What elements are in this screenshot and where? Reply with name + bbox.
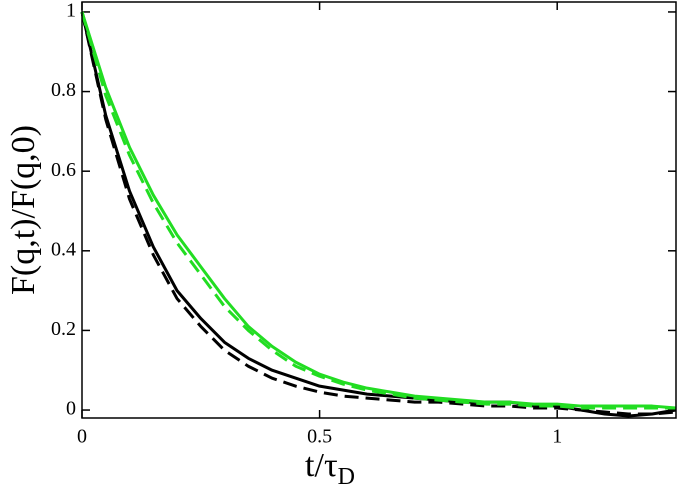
y-tick-label: 0.6 (51, 159, 76, 181)
series-line (80, 11, 677, 418)
y-tick-label: 0.8 (51, 79, 76, 101)
x-tick-label: 0.5 (307, 426, 332, 448)
y-tick-label: 1 (66, 0, 76, 22)
series-line (80, 11, 677, 416)
y-tick-label: 0.2 (51, 318, 76, 340)
x-axis-label-main: t/τ (305, 447, 338, 484)
x-axis-label: t/τD (305, 447, 355, 490)
y-tick-label: 0.4 (51, 238, 76, 260)
series-line (80, 11, 676, 410)
x-tick-label: 1 (552, 426, 562, 448)
plot-frame (81, 1, 677, 419)
series-line (80, 11, 677, 410)
x-axis-label-sub: D (338, 464, 355, 490)
y-axis-label: F(q,t)/F(q,0) (5, 125, 42, 295)
x-tick-label: 0 (77, 426, 87, 448)
y-tick-label: 0 (66, 398, 76, 420)
